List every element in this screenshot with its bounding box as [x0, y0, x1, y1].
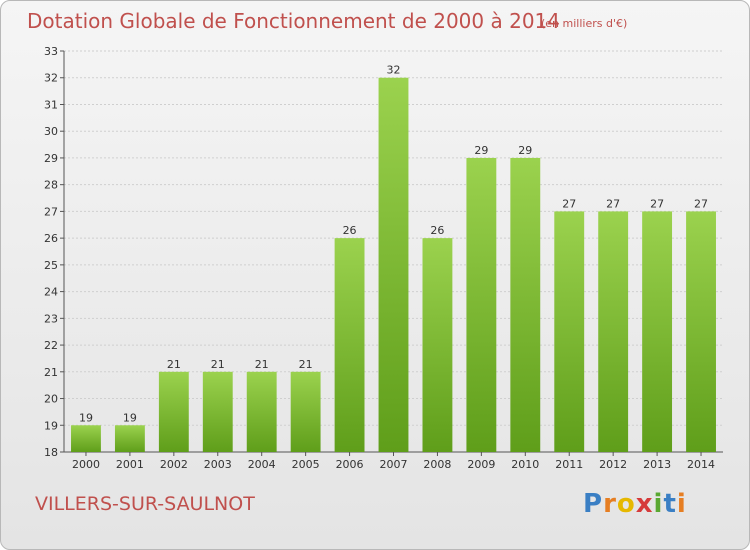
bar-2000	[71, 425, 101, 452]
x-tick-label-2010: 2010	[511, 458, 539, 471]
x-tick-label-2003: 2003	[204, 458, 232, 471]
x-tick-label-2009: 2009	[467, 458, 495, 471]
bar-2001	[114, 425, 145, 452]
labels: 18 19 20 21 22 23 24 25 26 27 28 29 30 31 32 33 19 2000 19…	[44, 45, 715, 471]
value-label-2012: 27	[606, 197, 620, 210]
bar-2005	[290, 371, 321, 452]
x-tick-label-2006: 2006	[336, 458, 364, 471]
x-tick-label-2007: 2007	[380, 458, 408, 471]
x-tick-label-2002: 2002	[160, 458, 188, 471]
value-label-2011: 27	[562, 197, 576, 210]
value-label-2007: 32	[387, 64, 401, 77]
value-label-2003: 21	[211, 358, 225, 371]
logo-letter: i	[676, 489, 687, 519]
value-label-2008: 26	[430, 224, 444, 237]
y-tick-label: 31	[44, 98, 58, 111]
y-tick-label: 24	[44, 286, 58, 299]
value-label-2005: 21	[299, 358, 313, 371]
proxiti-logo: Proxiti	[583, 489, 687, 519]
x-tick-label-2008: 2008	[423, 458, 451, 471]
y-tick-label: 32	[44, 72, 58, 85]
bar-2007	[378, 77, 409, 452]
bar-2004	[246, 371, 277, 452]
logo-letter: r	[603, 489, 617, 519]
bar-2010	[510, 157, 541, 452]
chart-subtitle: (en milliers d'€)	[541, 17, 628, 30]
bar-2014	[686, 211, 716, 452]
value-label-2000: 19	[79, 411, 93, 424]
chart-title: Dotation Globale de Fonctionnement de 20…	[27, 9, 560, 33]
value-label-2004: 21	[255, 358, 269, 371]
bar-2002	[158, 371, 189, 452]
commune-name: VILLERS-SUR-SAULNOT	[35, 493, 255, 515]
x-tick-label-2004: 2004	[248, 458, 276, 471]
bar-2012	[598, 211, 629, 452]
x-tick-label-2000: 2000	[72, 458, 100, 471]
y-tick-label: 33	[44, 45, 58, 58]
value-label-2006: 26	[343, 224, 357, 237]
logo-letter: i	[653, 489, 664, 519]
y-tick-label: 19	[44, 419, 58, 432]
value-label-2002: 21	[167, 358, 181, 371]
y-tick-label: 30	[44, 125, 58, 138]
x-tick-label-2012: 2012	[599, 458, 627, 471]
y-tick-label: 29	[44, 152, 58, 165]
logo-letter: t	[663, 489, 677, 519]
bar-2006	[334, 238, 365, 452]
y-tick-label: 18	[44, 446, 58, 459]
bar-2009	[466, 157, 497, 452]
x-tick-label-2013: 2013	[643, 458, 671, 471]
y-tick-label: 22	[44, 339, 58, 352]
x-tick-label-2005: 2005	[292, 458, 320, 471]
bar-2008	[422, 238, 453, 452]
logo-letter: P	[583, 489, 604, 519]
y-tick-label: 28	[44, 179, 58, 192]
logo-letter: x	[635, 489, 654, 519]
y-tick-label: 27	[44, 205, 58, 218]
y-tick-label: 23	[44, 312, 58, 325]
value-label-2009: 29	[474, 144, 488, 157]
bar-2003	[202, 371, 233, 452]
bars	[71, 77, 716, 452]
logo-letter: o	[616, 489, 636, 519]
value-label-2010: 29	[518, 144, 532, 157]
y-tick-label: 20	[44, 393, 58, 406]
value-label-2001: 19	[123, 411, 137, 424]
y-tick-label: 25	[44, 259, 58, 272]
x-tick-label-2011: 2011	[555, 458, 583, 471]
value-label-2014: 27	[694, 197, 708, 210]
y-tick-label: 26	[44, 232, 58, 245]
value-label-2013: 27	[650, 197, 664, 210]
x-tick-label-2001: 2001	[116, 458, 144, 471]
y-tick-label: 21	[44, 366, 58, 379]
bar-2013	[642, 211, 673, 452]
x-tick-label-2014: 2014	[687, 458, 715, 471]
bar-2011	[554, 211, 585, 452]
